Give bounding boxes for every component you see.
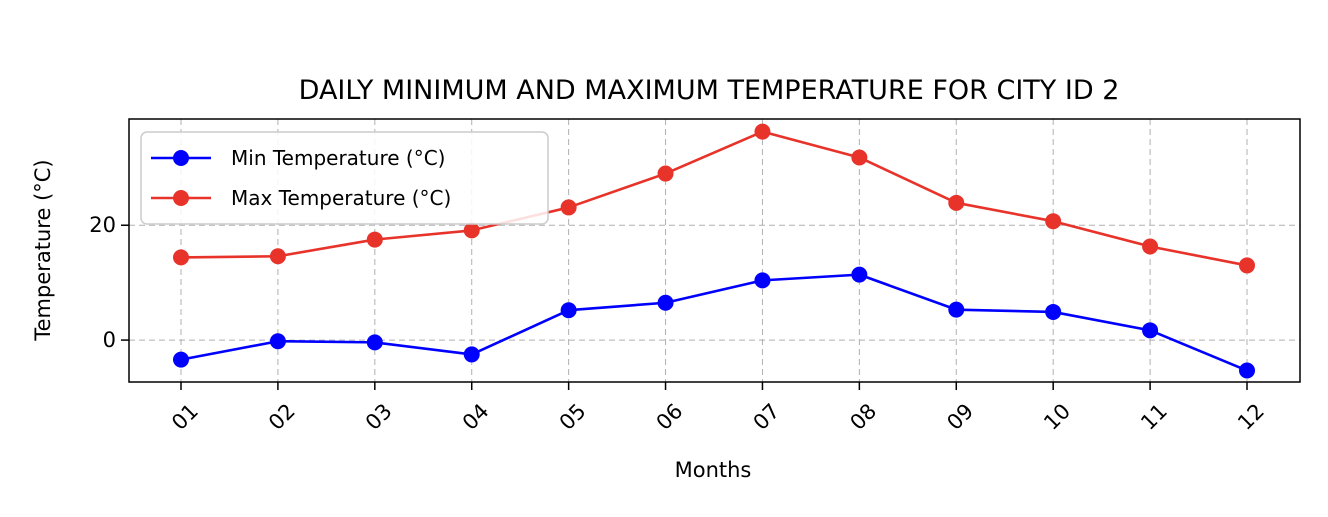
series-group xyxy=(173,266,1255,379)
data-point xyxy=(269,248,286,265)
x-tick-label: 09 xyxy=(942,399,978,435)
data-point xyxy=(1142,322,1159,339)
data-point xyxy=(1239,257,1255,274)
plot-frame xyxy=(128,118,1301,383)
series-group xyxy=(173,123,1255,274)
legend-marker xyxy=(173,150,189,166)
series xyxy=(173,123,1255,379)
data-point xyxy=(173,249,189,266)
data-point xyxy=(754,272,771,289)
data-point xyxy=(269,333,286,350)
series-line xyxy=(180,273,1248,372)
chart-title: DAILY MINIMUM AND MAXIMUM TEMPERATURE FO… xyxy=(299,75,1120,106)
data-point xyxy=(366,231,383,248)
data-point xyxy=(948,301,965,318)
x-tick-label: 01 xyxy=(167,399,203,435)
data-point xyxy=(1142,238,1159,255)
series-line xyxy=(180,130,1248,267)
data-point xyxy=(1045,213,1062,230)
legend-label: Min Temperature (°C) xyxy=(231,146,445,170)
y-axis-label: Temperature (°C) xyxy=(31,159,55,341)
data-point xyxy=(657,294,674,311)
x-tick-label: 08 xyxy=(845,399,881,435)
legend-box xyxy=(140,131,549,225)
x-tick-label: 11 xyxy=(1136,399,1172,435)
x-tick-label: 03 xyxy=(361,399,397,435)
data-point xyxy=(560,199,577,216)
legend-label: Max Temperature (°C) xyxy=(231,186,451,210)
data-point xyxy=(851,266,868,283)
x-tick-label: 04 xyxy=(458,399,494,435)
data-point xyxy=(754,123,771,140)
data-point xyxy=(657,165,674,182)
data-point xyxy=(366,334,383,351)
x-tick-label: 05 xyxy=(555,399,591,435)
data-point xyxy=(560,302,577,319)
data-point xyxy=(1239,362,1255,379)
data-point xyxy=(463,346,480,363)
x-tick-label: 06 xyxy=(652,399,688,435)
x-tick-label: 10 xyxy=(1039,399,1075,435)
legend-marker xyxy=(173,190,189,206)
data-point xyxy=(851,149,868,166)
y-tick-label: 20 xyxy=(89,213,116,237)
axis-ticks: 01 02 03 04 05 06 07 08 09 10 11 12 0 20 xyxy=(89,213,1269,435)
x-axis-label: Months xyxy=(675,458,752,482)
data-point xyxy=(1045,303,1062,320)
legend: Min Temperature (°C) Max Temperature (°C) xyxy=(140,131,549,225)
data-point xyxy=(173,351,189,368)
x-tick-label: 02 xyxy=(264,399,300,435)
data-point xyxy=(463,222,480,239)
y-tick-label: 0 xyxy=(103,328,116,352)
x-tick-label: 07 xyxy=(749,399,785,435)
data-point xyxy=(948,194,965,211)
x-tick-label: 12 xyxy=(1233,399,1269,435)
